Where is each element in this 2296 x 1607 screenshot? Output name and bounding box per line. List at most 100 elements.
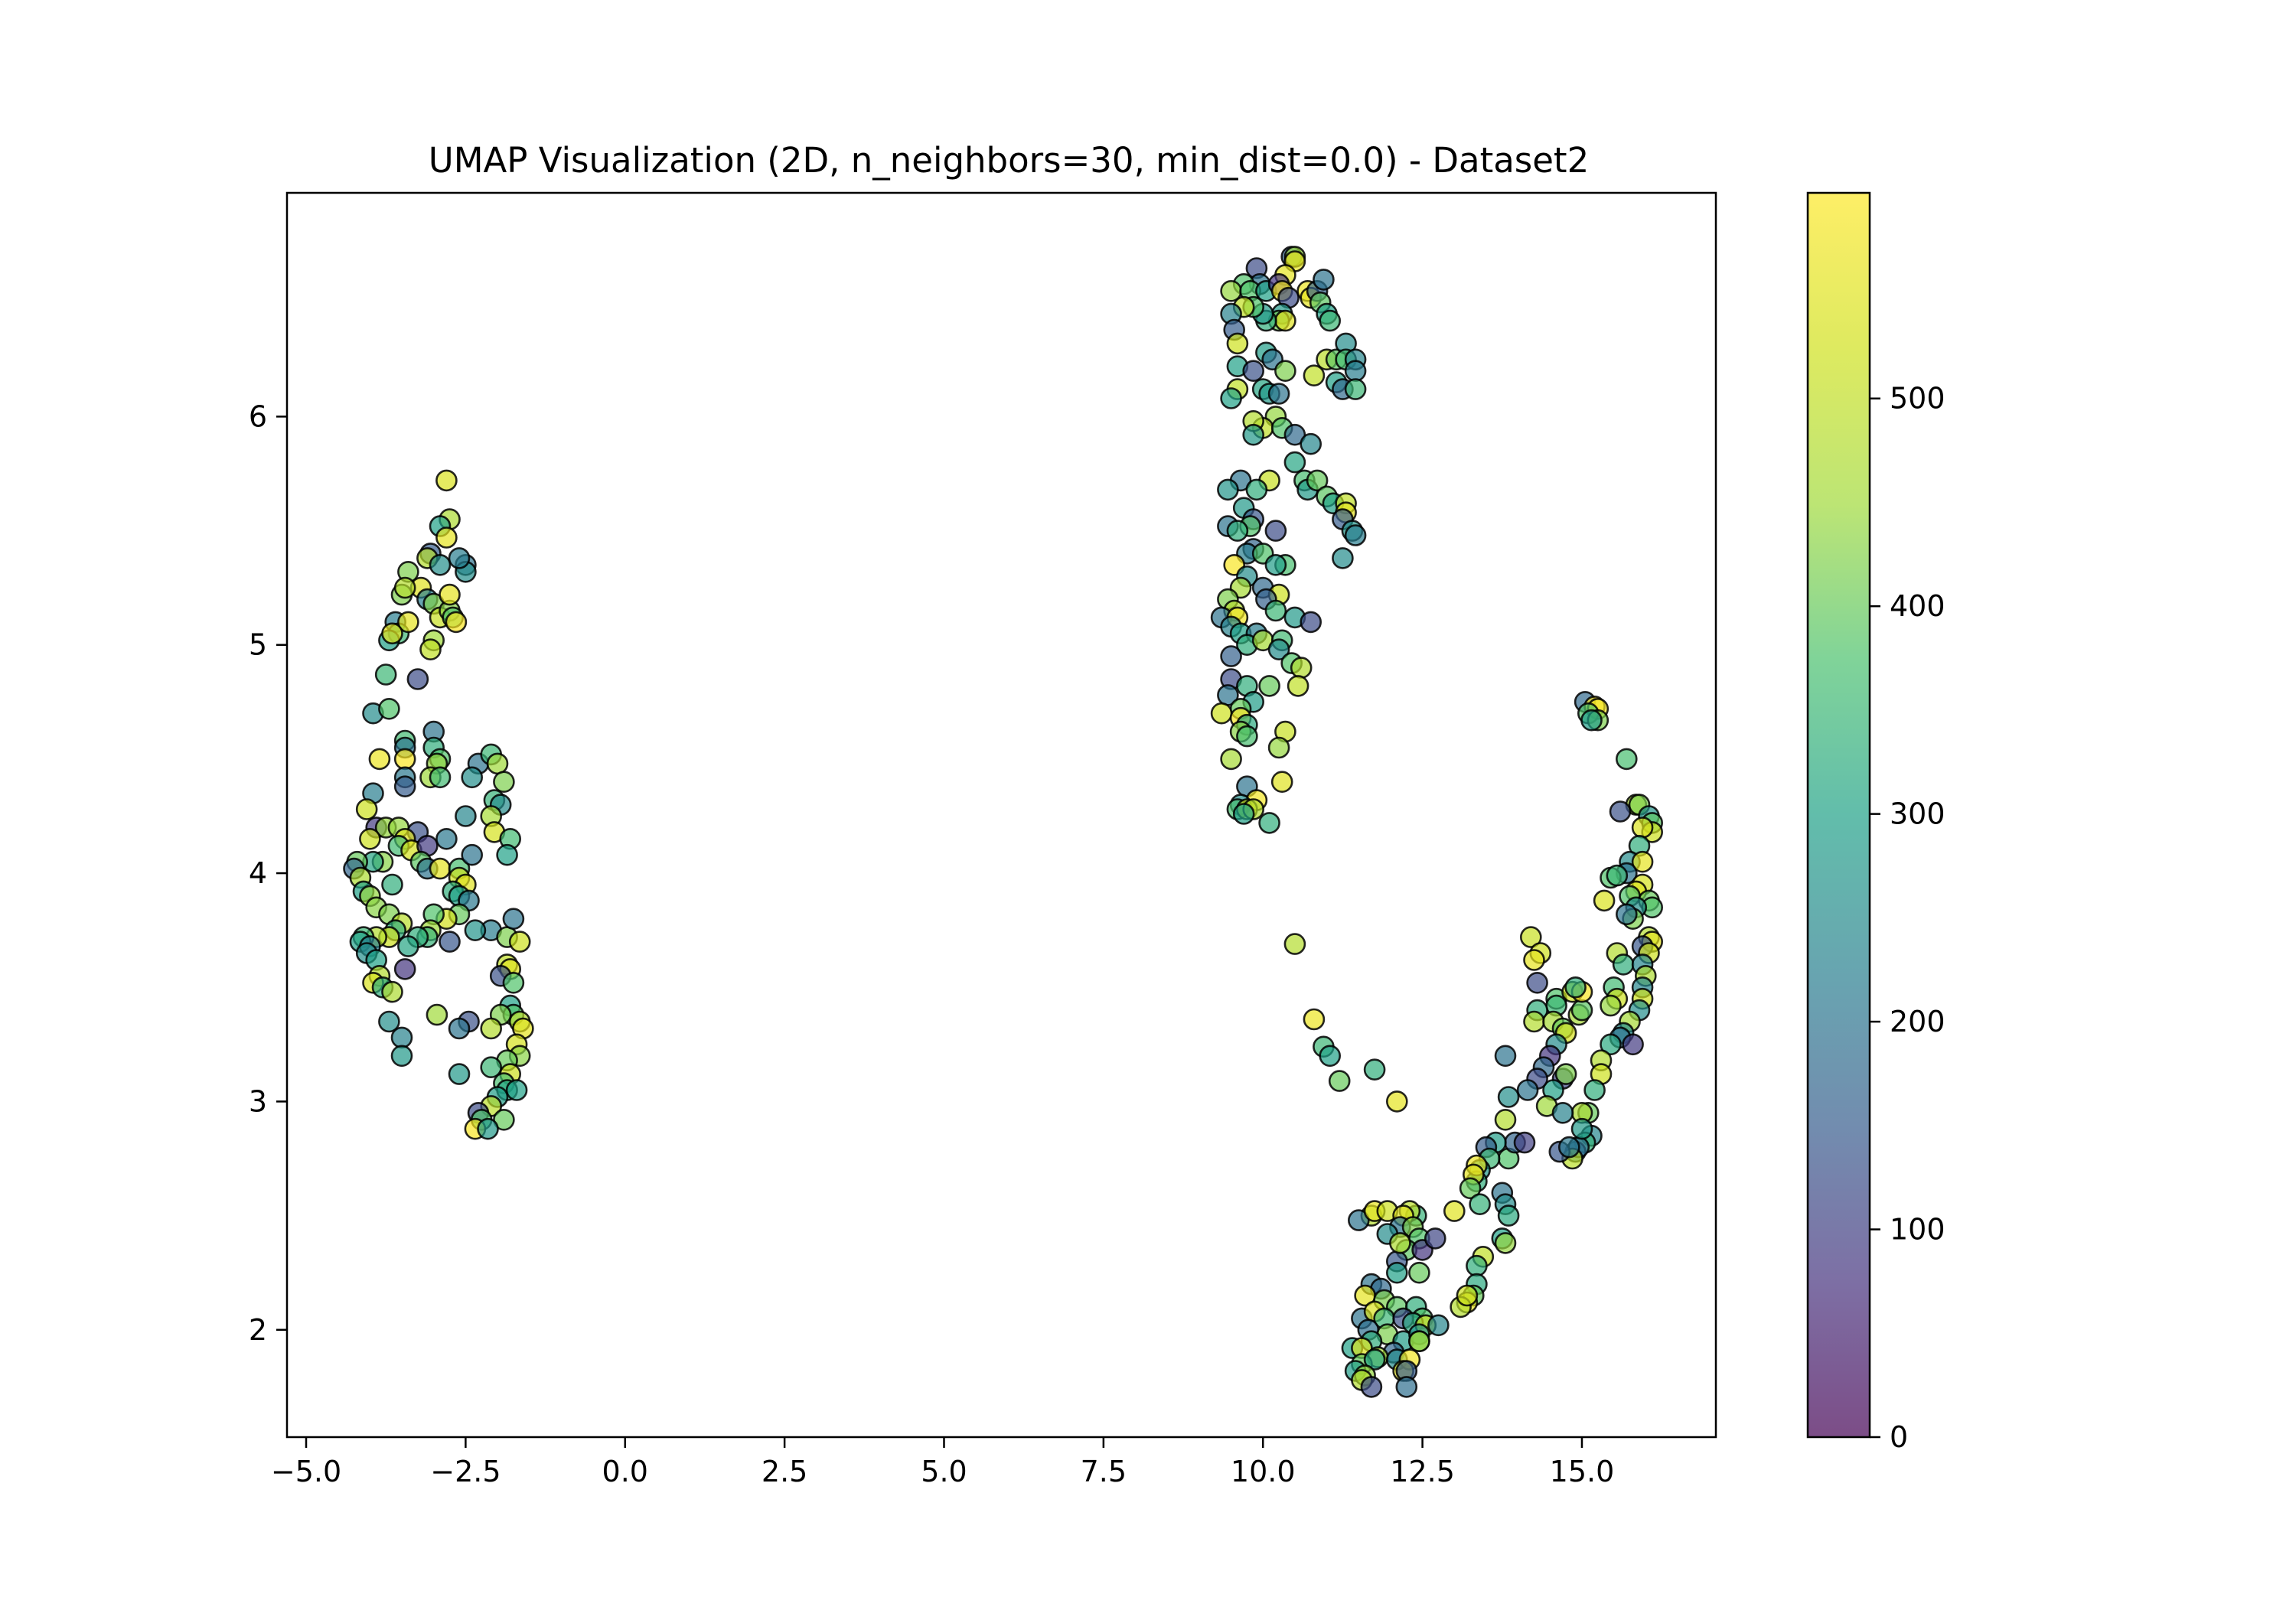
scatter-point-2-57 bbox=[1583, 1079, 1606, 1101]
scatter-point-2-153 bbox=[1427, 1314, 1450, 1337]
scatter-point-0-109 bbox=[397, 935, 419, 957]
scatter-point-2-20 bbox=[1631, 817, 1654, 839]
x-tick-label: 7.5 bbox=[1081, 1455, 1127, 1488]
scatter-point-2-174 bbox=[1395, 1376, 1418, 1398]
scatter-point-2-111 bbox=[1497, 1204, 1520, 1227]
scatter-point-0-126 bbox=[448, 1017, 471, 1040]
scatter-point-0-0 bbox=[435, 469, 458, 492]
scatter-point-0-6 bbox=[429, 553, 452, 576]
scatter-point-1-56 bbox=[1300, 432, 1322, 455]
scatter-point-0-78 bbox=[429, 857, 452, 880]
scatter-point-2-64 bbox=[1570, 1117, 1593, 1140]
scatter-point-1-118 bbox=[1236, 725, 1258, 748]
x-tick-label: 15.0 bbox=[1550, 1455, 1615, 1488]
scatter-point-0-52 bbox=[355, 798, 378, 820]
scatter-point-2-93 bbox=[1558, 1136, 1580, 1159]
scatter-point-0-64 bbox=[435, 828, 458, 850]
scatter-point-2-12 bbox=[1580, 709, 1603, 732]
scatter-point-1-78 bbox=[1264, 520, 1287, 542]
scatter-point-2-5 bbox=[1363, 1058, 1386, 1081]
scatter-point-2-107 bbox=[1459, 1177, 1482, 1200]
scatter-point-0-28 bbox=[406, 668, 429, 690]
scatter-point-1-29 bbox=[1226, 332, 1249, 355]
scatter-point-0-39 bbox=[368, 748, 391, 771]
scatter-point-0-46 bbox=[486, 752, 509, 775]
scatter-point-2-138 bbox=[1386, 1261, 1408, 1284]
scatter-point-1-48 bbox=[1267, 383, 1290, 405]
scatter-point-0-118 bbox=[502, 972, 525, 994]
scatter-point-2-26 bbox=[1606, 864, 1629, 887]
scatter-point-1-57 bbox=[1283, 451, 1306, 474]
scatter-point-0-48 bbox=[493, 771, 515, 794]
scatter-point-1-77 bbox=[1226, 520, 1249, 542]
scatter-point-2-66 bbox=[1520, 926, 1542, 948]
x-axis: −5.0 −2.5 0.0 2.5 5.0 7.5 10.0 12.5 15.0 bbox=[271, 1437, 1614, 1488]
scatter-point-0-110 bbox=[393, 958, 416, 980]
scatter-point-1-40 bbox=[1344, 360, 1367, 383]
chart-title: UMAP Visualization (2D, n_neighbors=30, … bbox=[429, 140, 1589, 181]
scatter-point-1-43 bbox=[1344, 378, 1367, 400]
scatter-point-0-43 bbox=[393, 775, 416, 797]
scatter-point-2-123 bbox=[1348, 1209, 1370, 1231]
scatter-point-1-96 bbox=[1300, 611, 1322, 634]
scatter-point-2-54 bbox=[1600, 1033, 1622, 1056]
scatter-point-0-136 bbox=[448, 1063, 471, 1085]
scatter-point-1-130 bbox=[1258, 812, 1280, 834]
scatter-point-0-41 bbox=[429, 766, 452, 789]
scatter-point-0-129 bbox=[390, 1026, 413, 1049]
scatter-point-2-137 bbox=[1424, 1227, 1446, 1250]
scatter-point-2-95 bbox=[1497, 1086, 1520, 1108]
scatter-point-0-114 bbox=[381, 980, 403, 1003]
y-tick-label: 6 bbox=[249, 399, 267, 433]
scatter-point-0-93 bbox=[464, 919, 487, 941]
scatter-point-2-41 bbox=[1612, 953, 1635, 976]
scatter-point-2-94 bbox=[1494, 1045, 1517, 1068]
scatter-point-0-3 bbox=[435, 526, 458, 549]
scatter-point-2-139 bbox=[1408, 1261, 1430, 1284]
scatter-point-0-87 bbox=[496, 843, 518, 866]
scatter-point-0-135 bbox=[480, 1056, 503, 1078]
scatter-point-0-16 bbox=[397, 611, 419, 634]
colorbar-tick-label: 100 bbox=[1890, 1213, 1945, 1247]
scatter-point-1-121 bbox=[1220, 748, 1242, 771]
scatter-point-1-104 bbox=[1220, 645, 1242, 667]
scatter-point-0-25 bbox=[381, 622, 403, 645]
colorbar-tick-label: 400 bbox=[1890, 589, 1945, 623]
x-tick-label: 12.5 bbox=[1390, 1455, 1455, 1488]
scatter-point-1-70 bbox=[1332, 547, 1354, 569]
scatter-point-1-110 bbox=[1287, 675, 1309, 697]
scatter-point-2-0 bbox=[1283, 933, 1306, 955]
y-axis: 2 3 4 5 6 bbox=[249, 399, 287, 1347]
scatter-point-0-90 bbox=[502, 908, 525, 930]
scatter-point-1-54 bbox=[1242, 423, 1264, 446]
scatter-point-0-127 bbox=[426, 1003, 448, 1026]
scatter-point-2-16 bbox=[1609, 800, 1632, 823]
scatter-point-2-175 bbox=[1408, 1330, 1430, 1352]
scatter-point-2-1 bbox=[1303, 1008, 1326, 1031]
x-tick-label: 5.0 bbox=[921, 1455, 967, 1488]
scatter-point-1-114 bbox=[1210, 702, 1233, 725]
scatter-point-2-78 bbox=[1570, 999, 1593, 1022]
scatter-point-2-86 bbox=[1554, 1063, 1577, 1085]
scatter-point-1-31 bbox=[1242, 360, 1264, 383]
scatter-point-1-49 bbox=[1303, 364, 1326, 387]
scatter-point-1-45 bbox=[1220, 387, 1242, 409]
scatter-point-1-123 bbox=[1270, 771, 1293, 794]
scatter-point-1-129 bbox=[1232, 803, 1255, 825]
scatter-point-0-38 bbox=[393, 748, 416, 771]
scatter-point-2-73 bbox=[1523, 1010, 1545, 1033]
y-tick-label: 3 bbox=[249, 1084, 267, 1118]
x-tick-label: 10.0 bbox=[1231, 1455, 1296, 1488]
scatter-point-2-4 bbox=[1328, 1070, 1351, 1092]
scatter-point-2-168 bbox=[1363, 1348, 1386, 1371]
scatter-point-1-62 bbox=[1306, 469, 1329, 492]
scatter-point-0-146 bbox=[477, 1117, 499, 1140]
scatter-point-0-31 bbox=[378, 697, 400, 720]
colorbar-tick-label: 200 bbox=[1890, 1005, 1945, 1038]
scatter-point-0-56 bbox=[455, 805, 477, 827]
scatter-point-1-34 bbox=[1274, 360, 1296, 383]
scatter-point-2-121 bbox=[1494, 1232, 1517, 1254]
y-tick-label: 4 bbox=[249, 856, 267, 890]
scatter-point-1-19 bbox=[1319, 309, 1341, 332]
